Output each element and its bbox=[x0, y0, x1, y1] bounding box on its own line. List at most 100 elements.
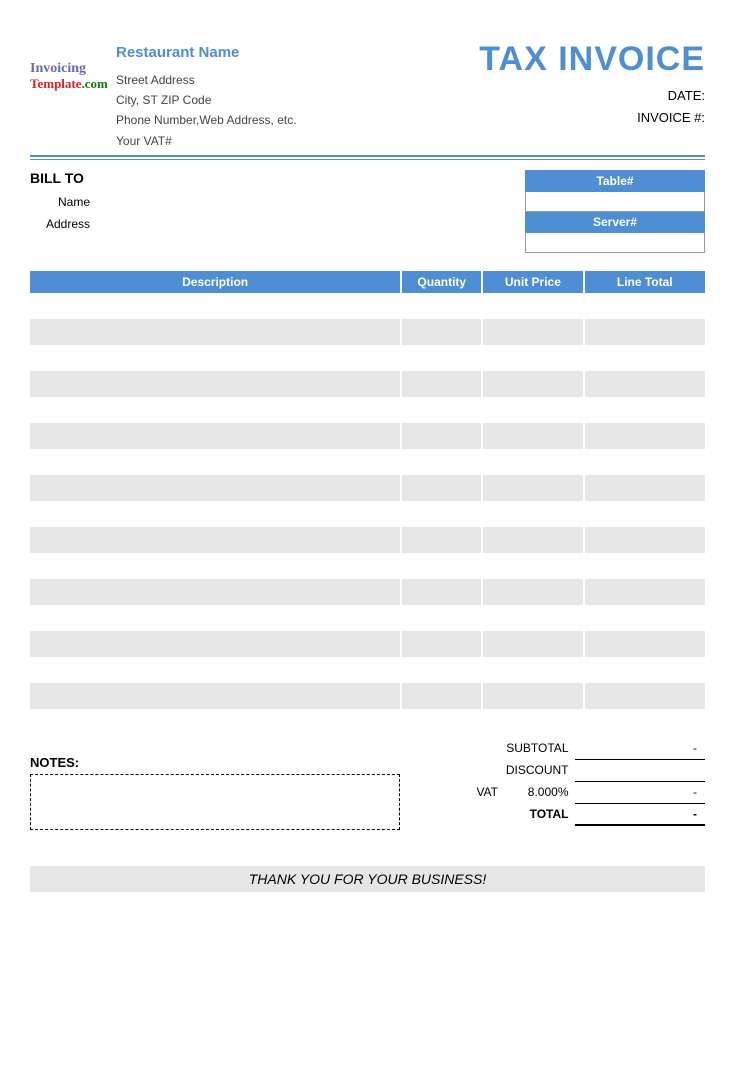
item-cell[interactable] bbox=[584, 683, 706, 709]
item-cell[interactable] bbox=[401, 371, 482, 397]
item-cell[interactable] bbox=[584, 657, 706, 683]
item-cell[interactable] bbox=[584, 345, 706, 371]
item-cell[interactable] bbox=[482, 449, 583, 475]
subtotal-value: - bbox=[575, 737, 706, 759]
item-row bbox=[30, 501, 705, 527]
item-cell[interactable] bbox=[30, 319, 401, 345]
item-cell[interactable] bbox=[401, 319, 482, 345]
item-row bbox=[30, 475, 705, 501]
item-cell[interactable] bbox=[401, 293, 482, 319]
col-quantity: Quantity bbox=[401, 271, 482, 293]
item-cell[interactable] bbox=[401, 553, 482, 579]
item-cell[interactable] bbox=[482, 579, 583, 605]
item-cell[interactable] bbox=[401, 423, 482, 449]
item-cell[interactable] bbox=[584, 319, 706, 345]
item-cell[interactable] bbox=[30, 683, 401, 709]
item-cell[interactable] bbox=[401, 657, 482, 683]
item-cell[interactable] bbox=[30, 579, 401, 605]
item-cell[interactable] bbox=[482, 345, 583, 371]
header-left: Invoicing Template.com Restaurant Name S… bbox=[30, 40, 297, 151]
item-cell[interactable] bbox=[482, 709, 583, 735]
item-cell[interactable] bbox=[482, 657, 583, 683]
subtotal-label: SUBTOTAL bbox=[415, 737, 575, 759]
item-cell[interactable] bbox=[482, 397, 583, 423]
item-cell[interactable] bbox=[584, 553, 706, 579]
item-row bbox=[30, 579, 705, 605]
item-cell[interactable] bbox=[30, 657, 401, 683]
total-label: TOTAL bbox=[415, 803, 575, 825]
item-cell[interactable] bbox=[584, 475, 706, 501]
invoice-number-label: INVOICE #: bbox=[479, 107, 705, 129]
item-cell[interactable] bbox=[30, 527, 401, 553]
item-cell[interactable] bbox=[584, 501, 706, 527]
item-row bbox=[30, 657, 705, 683]
item-cell[interactable] bbox=[401, 397, 482, 423]
item-cell[interactable] bbox=[30, 553, 401, 579]
discount-label: DISCOUNT bbox=[415, 759, 575, 781]
item-cell[interactable] bbox=[482, 605, 583, 631]
item-cell[interactable] bbox=[401, 709, 482, 735]
item-cell[interactable] bbox=[482, 683, 583, 709]
item-cell[interactable] bbox=[30, 475, 401, 501]
table-number-cell[interactable] bbox=[526, 192, 705, 212]
item-cell[interactable] bbox=[30, 423, 401, 449]
discount-value[interactable] bbox=[575, 759, 706, 781]
item-cell[interactable] bbox=[30, 605, 401, 631]
vat-label: VAT bbox=[476, 785, 497, 799]
item-cell[interactable] bbox=[401, 501, 482, 527]
items-table: Description Quantity Unit Price Line Tot… bbox=[30, 271, 705, 735]
totals-block: SUBTOTAL - DISCOUNT VAT 8.000% - bbox=[415, 737, 705, 826]
item-cell[interactable] bbox=[30, 709, 401, 735]
item-cell[interactable] bbox=[30, 631, 401, 657]
item-cell[interactable] bbox=[482, 475, 583, 501]
item-cell[interactable] bbox=[482, 631, 583, 657]
item-cell[interactable] bbox=[30, 449, 401, 475]
item-cell[interactable] bbox=[30, 371, 401, 397]
item-row bbox=[30, 423, 705, 449]
vat-value: - bbox=[575, 781, 706, 803]
bill-to-name-label: Name bbox=[30, 192, 90, 214]
item-cell[interactable] bbox=[401, 475, 482, 501]
item-cell[interactable] bbox=[401, 605, 482, 631]
notes-box[interactable] bbox=[30, 774, 400, 830]
server-number-cell[interactable] bbox=[526, 233, 705, 253]
item-cell[interactable] bbox=[584, 527, 706, 553]
col-description: Description bbox=[30, 271, 401, 293]
item-cell[interactable] bbox=[401, 345, 482, 371]
header-right: TAX INVOICE DATE: INVOICE #: bbox=[479, 40, 705, 129]
item-cell[interactable] bbox=[584, 293, 706, 319]
item-row bbox=[30, 709, 705, 735]
item-cell[interactable] bbox=[584, 631, 706, 657]
item-cell[interactable] bbox=[584, 709, 706, 735]
company-vat: Your VAT# bbox=[116, 131, 297, 151]
item-cell[interactable] bbox=[482, 371, 583, 397]
item-cell[interactable] bbox=[401, 579, 482, 605]
item-cell[interactable] bbox=[482, 319, 583, 345]
notes-label: NOTES: bbox=[30, 755, 400, 770]
company-city: City, ST ZIP Code bbox=[116, 90, 297, 110]
item-cell[interactable] bbox=[401, 449, 482, 475]
item-cell[interactable] bbox=[584, 449, 706, 475]
item-cell[interactable] bbox=[482, 501, 583, 527]
item-cell[interactable] bbox=[401, 683, 482, 709]
item-cell[interactable] bbox=[482, 553, 583, 579]
item-cell[interactable] bbox=[584, 423, 706, 449]
item-cell[interactable] bbox=[482, 527, 583, 553]
item-cell[interactable] bbox=[401, 631, 482, 657]
item-cell[interactable] bbox=[482, 293, 583, 319]
totals-area: NOTES: SUBTOTAL - DISCOUNT VAT 8.00 bbox=[30, 737, 705, 830]
item-cell[interactable] bbox=[30, 501, 401, 527]
item-cell[interactable] bbox=[584, 579, 706, 605]
item-cell[interactable] bbox=[584, 371, 706, 397]
item-cell[interactable] bbox=[584, 397, 706, 423]
item-cell[interactable] bbox=[584, 605, 706, 631]
item-cell[interactable] bbox=[30, 397, 401, 423]
item-cell[interactable] bbox=[482, 423, 583, 449]
item-cell[interactable] bbox=[30, 293, 401, 319]
item-cell[interactable] bbox=[401, 527, 482, 553]
item-cell[interactable] bbox=[30, 345, 401, 371]
col-unit-price: Unit Price bbox=[482, 271, 583, 293]
bill-to-block: BILL TO Name Address bbox=[30, 170, 330, 235]
table-server-block: Table# Server# bbox=[525, 170, 705, 253]
item-row bbox=[30, 397, 705, 423]
